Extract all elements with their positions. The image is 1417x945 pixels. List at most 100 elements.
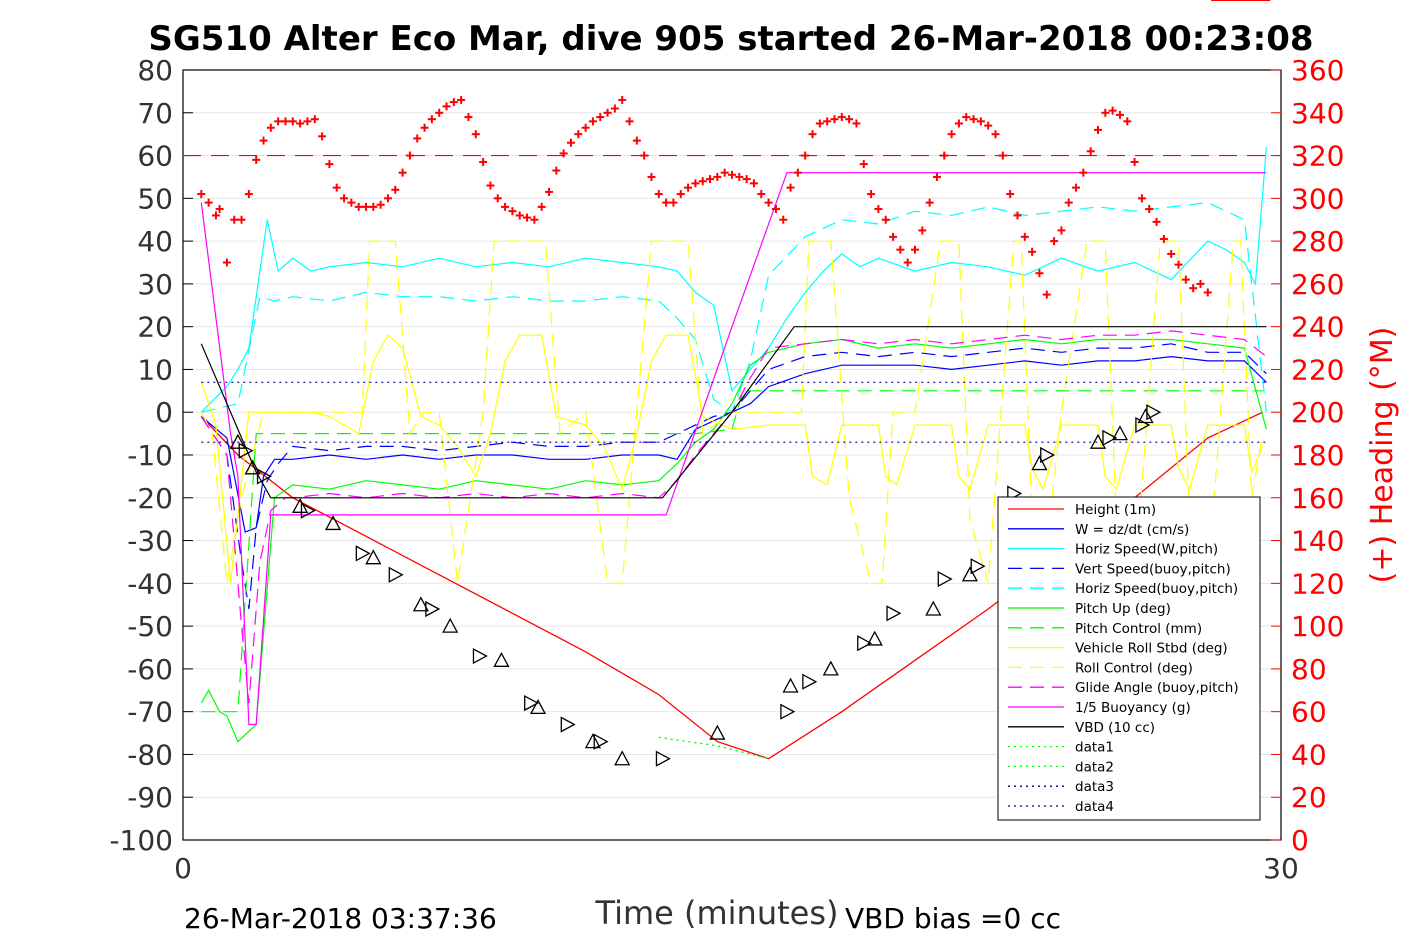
heading-point — [603, 108, 612, 117]
glider-triangle-markers — [229, 404, 1162, 767]
glider-marker — [244, 459, 261, 475]
heading-point — [1123, 117, 1132, 126]
series-pitch — [200, 338, 1267, 743]
heading-point — [1057, 226, 1066, 235]
legend-label-pitch: Pitch Up (deg) — [1075, 601, 1171, 617]
heading-point — [1196, 279, 1205, 288]
y-tick-label: 60 — [137, 140, 173, 173]
glider-marker — [866, 630, 883, 646]
heading-point — [786, 183, 795, 192]
series-buoyancy — [200, 172, 1267, 726]
heading-point — [1079, 168, 1088, 177]
heading-point — [230, 215, 239, 224]
right-axis-ticks: 0 20 40 60 80 100 120 140 160 180 200 220 240 260 280 3… — [1271, 54, 1344, 857]
heading-point — [552, 166, 561, 175]
glider-marker — [593, 733, 609, 750]
heading-point — [211, 211, 220, 220]
heading-point — [340, 194, 349, 203]
y2-tick-label: 140 — [1291, 525, 1344, 558]
glider-marker — [822, 660, 839, 676]
heading-point — [932, 172, 941, 181]
heading-point — [954, 119, 963, 128]
y2-tick-label: 200 — [1291, 396, 1344, 429]
y-tick-label: -100 — [109, 824, 173, 857]
heading-point — [1167, 249, 1176, 258]
y2-tick-label: 160 — [1291, 482, 1344, 515]
heading-point — [684, 183, 693, 192]
legend-label-data3: data3 — [1075, 779, 1114, 795]
glider-marker — [324, 515, 342, 531]
heading-point — [1189, 284, 1198, 293]
series-w — [200, 355, 1267, 533]
glider-marker — [584, 733, 602, 749]
glider-marker — [937, 570, 953, 588]
legend-label-horiz_buoy: Horiz Speed(buoy,pitch) — [1075, 581, 1238, 597]
heading-point — [940, 151, 949, 160]
heading-point — [618, 95, 627, 104]
legend-label-glide: Glide Angle (buoy,pitch) — [1075, 680, 1239, 696]
heading-point — [793, 168, 802, 177]
glider-marker — [292, 497, 309, 513]
heading-point — [640, 151, 649, 160]
y-tick-label: 80 — [137, 54, 173, 87]
heading-point — [259, 136, 268, 145]
y-tick-label: -40 — [127, 567, 173, 600]
heading-point — [197, 190, 206, 199]
heading-point — [288, 117, 297, 126]
heading-point — [479, 157, 488, 166]
glider-marker — [857, 635, 873, 652]
glider-marker — [1102, 429, 1118, 446]
heading-point — [1086, 147, 1095, 156]
y-tick-label: 0 — [155, 396, 173, 429]
y2-tick-label: 120 — [1291, 567, 1344, 600]
y-tick-label: 40 — [137, 225, 173, 258]
heading-point — [508, 207, 517, 216]
y2-tick-label: 240 — [1291, 311, 1344, 344]
glider-marker — [355, 545, 371, 562]
y2-tick-label: 180 — [1291, 439, 1344, 472]
heading-point — [1035, 269, 1044, 278]
glider-marker — [886, 605, 902, 622]
heading-point — [281, 117, 290, 126]
heading-point — [383, 194, 392, 203]
heading-point — [632, 136, 641, 145]
y-tick-label: -80 — [127, 738, 173, 771]
y-tick-label: 10 — [137, 353, 173, 386]
heading-point — [735, 172, 744, 181]
legend: Height (1m) W = dz/dt (cm/s) Horiz Speed(W… — [997, 496, 1261, 821]
heading-point — [764, 198, 773, 207]
heading-point — [1174, 260, 1183, 269]
y-tick-label: -20 — [127, 482, 173, 515]
heading-point — [464, 113, 473, 122]
glider-marker — [961, 566, 978, 582]
y-tick-label: -50 — [127, 610, 173, 643]
heading-point — [1115, 110, 1124, 119]
heading-point — [669, 198, 678, 207]
heading-point — [984, 121, 993, 130]
y-tick-label: -70 — [127, 696, 173, 729]
heading-point — [962, 113, 971, 122]
heading-point — [493, 194, 502, 203]
heading-point — [896, 245, 905, 254]
glider-marker — [1040, 446, 1056, 464]
legend-label-w: W = dz/dt (cm/s) — [1075, 522, 1189, 538]
x-axis-label: Time (minutes) — [595, 894, 839, 932]
legend-label-data4: data4 — [1075, 799, 1114, 815]
x-tick-label: 30 — [1263, 852, 1299, 885]
legend-label-vert_buoy: Vert Speed(buoy,pitch) — [1075, 561, 1231, 577]
heading-point — [237, 215, 246, 224]
heading-point — [413, 134, 422, 143]
y2-tick-label: 220 — [1291, 353, 1344, 386]
heading-point — [471, 130, 480, 139]
heading-point — [523, 213, 532, 222]
heading-point — [427, 115, 436, 124]
legend-label-roll_ctrl: Roll Control (deg) — [1075, 660, 1193, 676]
chart-title: SG510 Alter Eco Mar, dive 905 started 26… — [148, 19, 1313, 59]
heading-point — [420, 123, 429, 132]
x-tick-label: 0 — [174, 852, 192, 885]
y2-tick-label: 40 — [1291, 738, 1327, 771]
legend-label-height: Height (1m) — [1075, 502, 1156, 518]
glider-marker — [229, 433, 246, 449]
heading-point — [1006, 190, 1015, 199]
heading-point — [215, 205, 224, 214]
